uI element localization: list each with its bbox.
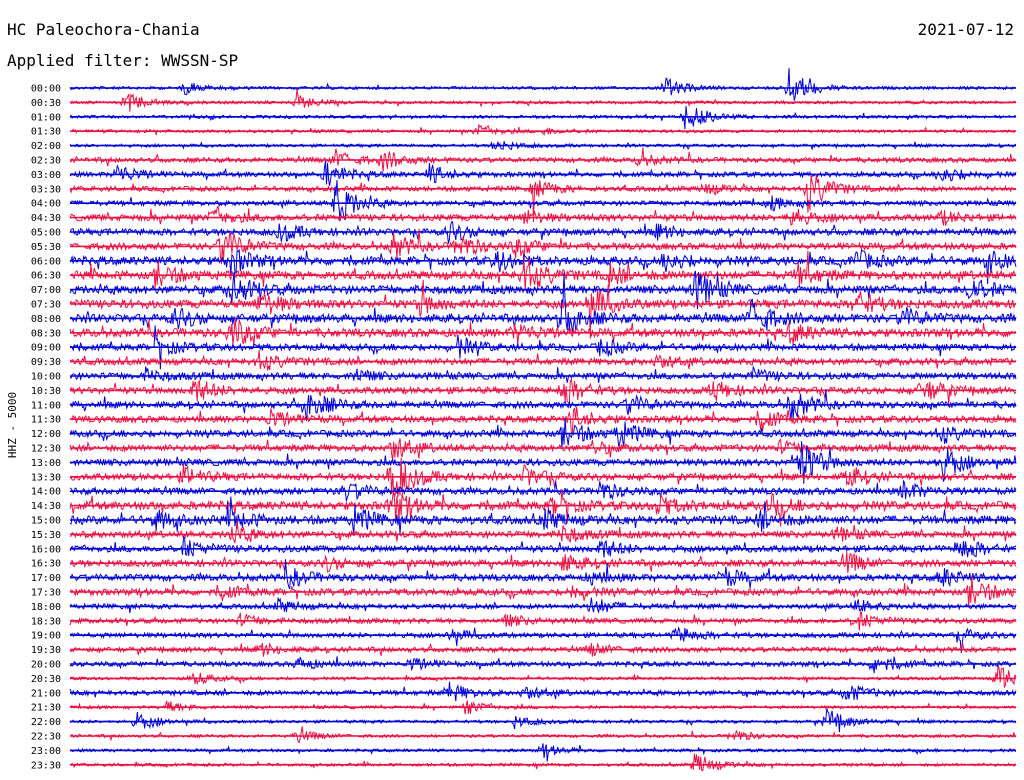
time-tick-label: 11:00 bbox=[31, 400, 61, 411]
time-tick-label: 17:00 bbox=[31, 573, 61, 584]
time-tick-label: 04:30 bbox=[31, 213, 61, 224]
trace-1330 bbox=[69, 457, 1017, 498]
time-tick-label: 08:30 bbox=[31, 328, 61, 339]
trace-1600 bbox=[69, 536, 1017, 558]
trace-0830 bbox=[69, 317, 1017, 347]
time-tick-label: 23:30 bbox=[31, 760, 61, 771]
time-tick-label: 06:00 bbox=[31, 256, 61, 267]
time-tick-label: 13:00 bbox=[31, 458, 61, 469]
time-tick-label: 04:00 bbox=[31, 199, 61, 210]
filter-label: Applied filter: WWSSN-SP bbox=[7, 51, 239, 70]
trace-1000 bbox=[69, 365, 1017, 383]
trace-2100 bbox=[69, 681, 1017, 702]
trace-2300 bbox=[69, 743, 1017, 762]
trace-1730 bbox=[69, 575, 1017, 608]
channel-label: HHZ - 5000 bbox=[6, 392, 19, 458]
time-tick-label: 09:00 bbox=[31, 343, 61, 354]
trace-0330 bbox=[69, 174, 1017, 223]
time-tick-label: 22:00 bbox=[31, 717, 61, 728]
trace-0130 bbox=[69, 123, 1017, 137]
time-tick-label: 03:00 bbox=[31, 170, 61, 181]
trace-2230 bbox=[69, 726, 1017, 744]
trace-0400 bbox=[69, 179, 1017, 221]
time-tick-label: 18:30 bbox=[31, 616, 61, 627]
time-tick-label: 12:00 bbox=[31, 429, 61, 440]
time-tick-label: 16:00 bbox=[31, 544, 61, 555]
trace-1800 bbox=[69, 597, 1017, 614]
time-tick-label: 05:00 bbox=[31, 228, 61, 239]
time-tick-label: 13:30 bbox=[31, 472, 61, 483]
time-tick-label: 09:30 bbox=[31, 357, 61, 368]
time-tick-label: 19:30 bbox=[31, 645, 61, 656]
time-tick-label: 21:00 bbox=[31, 688, 61, 699]
trace-0100 bbox=[69, 105, 1017, 130]
time-tick-label: 08:00 bbox=[31, 314, 61, 325]
trace-2000 bbox=[69, 656, 1017, 674]
time-tick-label: 12:30 bbox=[31, 444, 61, 455]
time-tick-label: 01:30 bbox=[31, 127, 61, 138]
time-tick-label: 03:30 bbox=[31, 184, 61, 195]
trace-0730 bbox=[69, 279, 1017, 339]
time-tick-label: 15:00 bbox=[31, 516, 61, 527]
trace-0930 bbox=[69, 349, 1017, 371]
time-tick-label: 18:00 bbox=[31, 602, 61, 613]
trace-0430 bbox=[69, 205, 1017, 227]
time-tick-label: 15:30 bbox=[31, 530, 61, 541]
time-tick-label: 05:30 bbox=[31, 242, 61, 253]
trace-1230 bbox=[69, 438, 1017, 461]
time-tick-label: 20:30 bbox=[31, 674, 61, 685]
time-tick-label: 19:00 bbox=[31, 631, 61, 642]
time-tick-label: 01:00 bbox=[31, 112, 61, 123]
trace-1130 bbox=[69, 406, 1017, 435]
time-tick-label: 06:30 bbox=[31, 271, 61, 282]
time-tick-label: 10:00 bbox=[31, 372, 61, 383]
trace-2330 bbox=[69, 753, 1017, 772]
time-tick-label: 22:30 bbox=[31, 732, 61, 743]
trace-1900 bbox=[69, 626, 1017, 653]
time-tick-label: 16:30 bbox=[31, 559, 61, 570]
trace-2200 bbox=[69, 708, 1017, 733]
trace-1030 bbox=[69, 378, 1017, 405]
time-tick-label: 00:30 bbox=[31, 98, 61, 109]
time-tick-label: 07:00 bbox=[31, 285, 61, 296]
trace-0000 bbox=[69, 67, 1017, 101]
time-tick-label: 14:30 bbox=[31, 501, 61, 512]
trace-0300 bbox=[69, 160, 1017, 186]
time-axis-labels: 00:00 00:30 01:00 01:30 02:00 02:30 03:00 03:30… bbox=[31, 84, 61, 772]
time-tick-label: 10:30 bbox=[31, 386, 61, 397]
time-tick-label: 02:30 bbox=[31, 156, 61, 167]
trace-0630 bbox=[69, 250, 1017, 292]
time-tick-label: 14:00 bbox=[31, 487, 61, 498]
time-tick-label: 00:00 bbox=[31, 84, 61, 95]
time-tick-label: 07:30 bbox=[31, 300, 61, 311]
time-tick-label: 23:00 bbox=[31, 746, 61, 757]
time-tick-label: 17:30 bbox=[31, 588, 61, 599]
time-tick-label: 11:30 bbox=[31, 415, 61, 426]
time-tick-label: 02:00 bbox=[31, 141, 61, 152]
time-tick-label: 21:30 bbox=[31, 703, 61, 714]
trace-0030 bbox=[69, 89, 1017, 112]
seismogram-traces bbox=[69, 67, 1017, 772]
time-tick-label: 20:00 bbox=[31, 660, 61, 671]
date-label: 2021-07-12 bbox=[917, 20, 1014, 39]
station-title: HC Paleochora-Chania bbox=[7, 20, 200, 39]
